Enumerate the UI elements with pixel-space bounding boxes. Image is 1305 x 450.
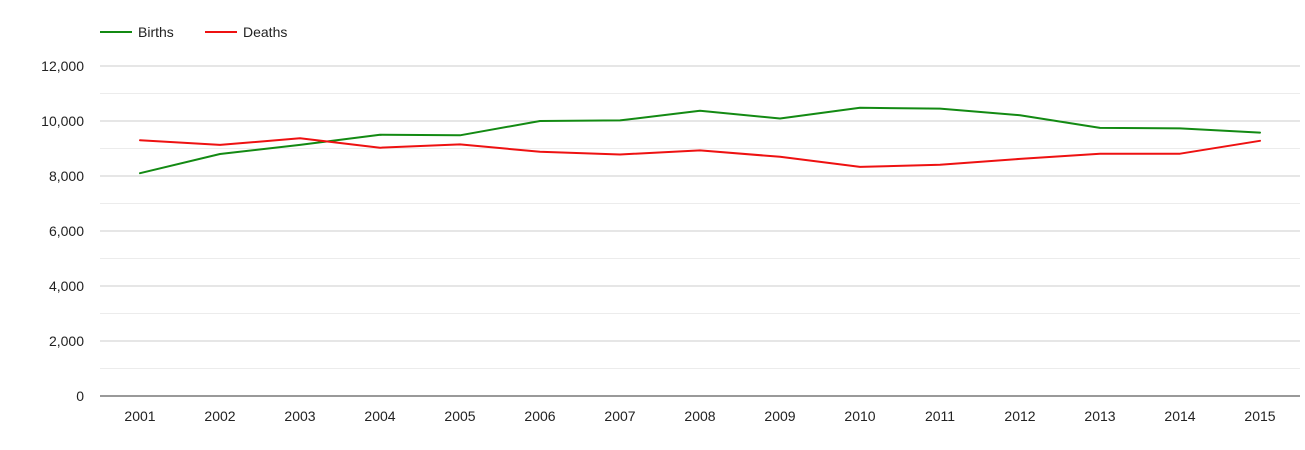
x-tick-label: 2015 (1244, 408, 1275, 424)
legend-item-deaths: Deaths (205, 24, 287, 40)
legend-label: Deaths (243, 24, 287, 40)
legend-item-births: Births (100, 24, 174, 40)
legend: Births Deaths (100, 24, 287, 40)
x-tick-label: 2009 (764, 408, 795, 424)
y-tick-label: 4,000 (49, 278, 84, 294)
y-tick-label: 8,000 (49, 168, 84, 184)
x-tick-label: 2010 (844, 408, 875, 424)
gridlines (100, 65, 1300, 369)
y-tick-label: 10,000 (41, 113, 84, 129)
x-tick-label: 2002 (204, 408, 235, 424)
x-tick-label: 2013 (1084, 408, 1115, 424)
x-tick-label: 2008 (684, 408, 715, 424)
y-tick-label: 0 (76, 388, 84, 404)
x-tick-label: 2001 (124, 408, 155, 424)
x-tick-label: 2014 (1164, 408, 1195, 424)
x-tick-label: 2003 (284, 408, 315, 424)
y-tick-label: 2,000 (49, 333, 84, 349)
x-tick-label: 2006 (524, 408, 555, 424)
x-tick-label: 2011 (925, 408, 955, 424)
series-lines (139, 106, 1261, 175)
x-tick-label: 2005 (444, 408, 475, 424)
series-line-births (139, 106, 1261, 175)
y-tick-label: 12,000 (41, 58, 84, 74)
legend-label: Births (138, 24, 174, 40)
x-tick-label: 2004 (364, 408, 395, 424)
y-tick-label: 6,000 (49, 223, 84, 239)
series-line-deaths (139, 137, 1261, 168)
x-tick-label: 2007 (604, 408, 635, 424)
axes: 0 2,000 4,000 6,000 8,000 10,000 12,000 2001 200… (41, 58, 1300, 424)
x-tick-label: 2012 (1004, 408, 1035, 424)
